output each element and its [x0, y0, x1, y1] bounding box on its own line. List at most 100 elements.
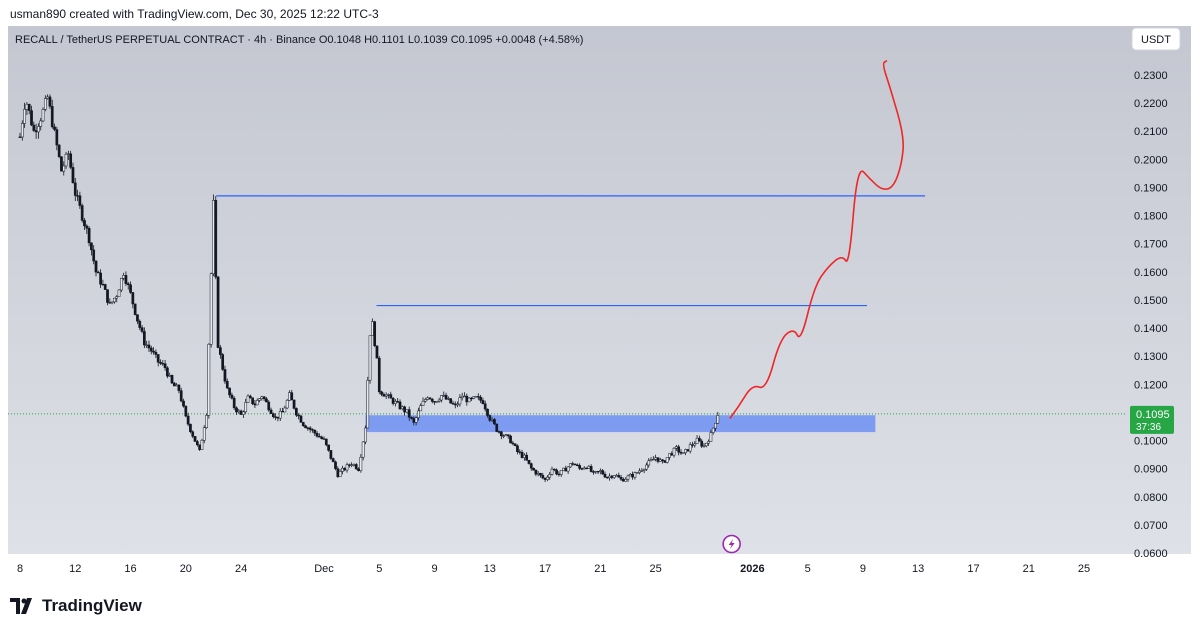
candle-body [493, 419, 496, 425]
candle-body [488, 415, 492, 421]
candle-body [311, 429, 314, 431]
candle-body [608, 475, 611, 479]
candle-body [133, 303, 137, 315]
candle-body [244, 402, 248, 413]
candle-body [304, 425, 307, 429]
lightning-icon [728, 539, 735, 549]
candle-body [523, 454, 526, 458]
candle-body [295, 408, 298, 416]
candle-body [622, 479, 625, 482]
candle-body [580, 468, 584, 470]
candle-body [267, 401, 271, 411]
candle-body [253, 403, 257, 406]
candle-body [60, 156, 63, 172]
candle-body [329, 450, 333, 459]
candle-body [73, 182, 77, 196]
x-tick-label: Dec [314, 563, 334, 575]
candle-body [53, 126, 56, 130]
candle-body [380, 391, 383, 395]
candle-body [30, 110, 33, 126]
candle-body [288, 392, 291, 401]
candle-body [175, 384, 178, 387]
candle-body [403, 406, 406, 413]
candle-body [698, 437, 701, 442]
candle-body [200, 439, 204, 450]
candle-body [103, 284, 107, 290]
currency-button[interactable] [1131, 27, 1181, 51]
candle-body [433, 401, 436, 403]
candle-body [582, 467, 586, 470]
candle-body [67, 153, 70, 155]
candle-body [564, 467, 568, 472]
candle-body [534, 469, 538, 475]
candle-body [55, 129, 59, 146]
y-tick-label: 0.1300 [1134, 351, 1168, 363]
price-chart[interactable]: RECALL / TetherUS PERPETUAL CONTRACT · 4… [8, 26, 1191, 580]
candle-body [626, 475, 630, 480]
x-tick-label: 25 [650, 563, 662, 575]
candle-body [668, 453, 671, 458]
candle-body [638, 470, 641, 473]
candle-body [232, 397, 236, 409]
y-tick-label: 0.2000 [1134, 154, 1168, 166]
x-tick-label: 9 [860, 563, 866, 575]
candle-body [371, 321, 374, 336]
candle-body [313, 429, 317, 434]
x-tick-label: 12 [69, 563, 81, 575]
chart-area[interactable]: RECALL / TetherUS PERPETUAL CONTRACT · 4… [8, 26, 1191, 580]
candle-body [502, 435, 505, 437]
candle-body [136, 314, 139, 322]
candle-body [651, 458, 655, 461]
candle-body [550, 468, 554, 475]
candle-body [57, 144, 61, 157]
candle-body [262, 396, 266, 400]
currency-button-label: USDT [1141, 34, 1171, 46]
candle-body [20, 123, 24, 138]
candle-body [552, 468, 556, 471]
candle-body [46, 96, 49, 99]
candle-body [209, 273, 213, 345]
candle-body [37, 126, 40, 133]
y-tick-label: 0.0900 [1134, 464, 1168, 476]
candle-body [463, 395, 466, 398]
candle-body [32, 124, 36, 131]
candle-body [315, 432, 319, 437]
candle-body [704, 442, 708, 447]
tradingview-logo[interactable]: TradingView [10, 596, 142, 616]
candle-body [541, 474, 545, 479]
support-zone[interactable] [365, 415, 876, 433]
candle-body [610, 475, 614, 478]
candle-body [421, 400, 425, 406]
candle-body [237, 410, 241, 413]
candle-body [331, 458, 335, 463]
candle-body [559, 469, 563, 475]
y-tick-label: 0.2300 [1134, 70, 1168, 82]
candle-body [476, 396, 480, 398]
candle-body [361, 441, 365, 458]
candle-body [90, 242, 93, 251]
candle-body [490, 419, 494, 421]
x-tick-label: 8 [17, 563, 23, 575]
candle-body [271, 413, 275, 418]
y-tick-label: 0.1400 [1134, 323, 1168, 335]
y-tick-label: 0.1800 [1134, 211, 1168, 223]
candle-body [592, 471, 595, 473]
candle-body [437, 399, 441, 402]
candle-body [110, 301, 114, 304]
candle-body [375, 345, 379, 359]
candle-body [106, 289, 109, 303]
candle-body [366, 380, 370, 429]
x-tick-label: 5 [376, 563, 382, 575]
candle-body [428, 397, 432, 400]
candle-body [442, 394, 446, 397]
candle-body [364, 427, 367, 443]
candle-body [359, 456, 363, 471]
candle-body [299, 415, 303, 423]
candle-body [465, 395, 469, 403]
candle-body [336, 468, 340, 477]
candle-body [635, 472, 639, 474]
candle-body [654, 457, 657, 460]
forecast-path[interactable] [729, 60, 904, 419]
candle-body [382, 394, 386, 397]
candle-body [43, 98, 47, 110]
